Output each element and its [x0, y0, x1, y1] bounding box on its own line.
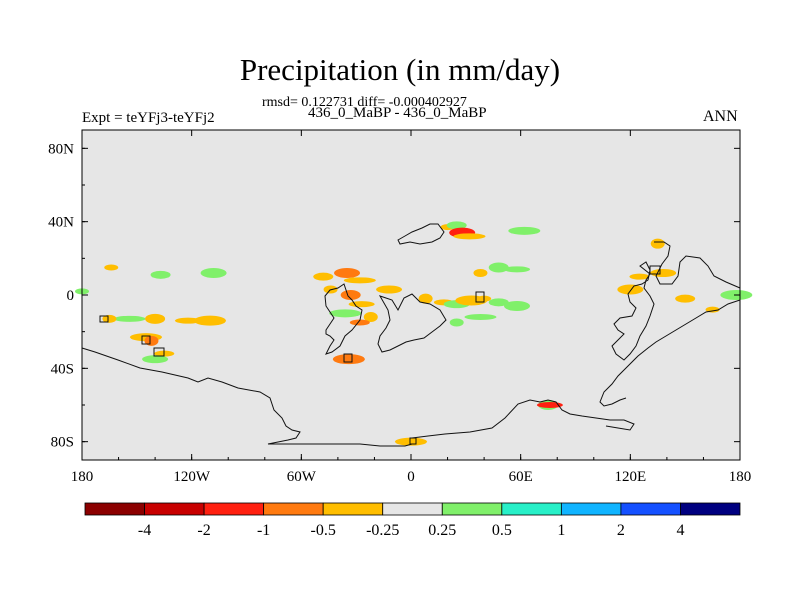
anomaly-cell — [376, 285, 403, 294]
coastline-indonesia — [611, 261, 661, 361]
anomaly-cell — [488, 298, 509, 307]
anomaly-cell — [395, 437, 427, 446]
colorbar-label: 1 — [557, 522, 565, 539]
anomaly-cell — [650, 269, 677, 277]
colorbar-swatch — [680, 502, 741, 516]
chart-title: Precipitation (in mm/day) — [239, 52, 561, 87]
anomaly-cell — [200, 268, 227, 278]
anomaly-cell — [464, 314, 497, 320]
anomaly-cell — [504, 301, 531, 311]
colorbar-swatch — [620, 502, 681, 516]
anomaly-cell — [446, 221, 467, 230]
anomaly-cell — [629, 273, 650, 280]
colorbar: -4 -2 -1 -0.5 -0.25 0.25 0.5 1 2 4 — [84, 502, 741, 539]
coastline-west-africa — [324, 283, 363, 355]
colorbar-swatch — [84, 502, 145, 516]
anomaly-cell — [313, 272, 334, 281]
anomaly-cell — [348, 301, 375, 308]
anomaly-cell — [453, 233, 486, 240]
colorbar-label: -4 — [138, 522, 151, 539]
x-tick-label: 0 — [407, 469, 415, 485]
colorbar-swatch — [322, 502, 384, 516]
anomaly-cell — [104, 264, 119, 271]
y-tick-label: 40N — [48, 215, 74, 231]
x-tick-label: 180 — [729, 469, 752, 485]
colorbar-label: -0.25 — [366, 522, 399, 539]
y-tick-label: 40S — [51, 361, 74, 377]
anomaly-cell — [334, 268, 361, 278]
colorbar-swatch — [441, 502, 503, 516]
colorbar-label: -2 — [197, 522, 210, 539]
anomaly-cell — [504, 266, 531, 273]
coastline-americas — [81, 347, 413, 447]
colorbar-label: 4 — [676, 522, 684, 539]
coastline-asia-pacific — [599, 241, 741, 407]
y-tick-label: 0 — [67, 288, 75, 304]
anomaly-cell — [363, 312, 378, 322]
colorbar-swatch — [382, 502, 443, 516]
anomaly-cell — [675, 294, 696, 303]
coastline-eurasia — [397, 223, 445, 245]
experiment-label: Expt = teYFj3-teYFj2 — [82, 110, 215, 126]
colorbar-label: 0.5 — [492, 522, 512, 539]
anomaly-cell — [175, 317, 202, 324]
colorbar-swatch — [560, 502, 622, 516]
x-tick-label: 120W — [173, 469, 211, 485]
anomaly-cell — [349, 319, 370, 326]
colorbar-label: 0.25 — [428, 522, 456, 539]
rmsd-diff-stats: rmsd= 0.122731 diff= -0.000402927 — [262, 95, 467, 110]
colorbar-label: -0.5 — [311, 522, 336, 539]
colorbar-label: -1 — [257, 522, 270, 539]
anomaly-cell — [473, 269, 488, 277]
coastline-island-east — [343, 291, 485, 363]
y-tick-label: 80N — [48, 141, 74, 157]
coastline-antarctica — [411, 399, 635, 439]
coastline-pacific-islands — [99, 315, 165, 357]
anomaly-cell — [449, 318, 464, 327]
anomaly-cell — [340, 290, 361, 300]
x-tick-label: 120E — [614, 469, 646, 485]
anomaly-cell — [150, 270, 171, 279]
anomaly-cell — [332, 354, 365, 365]
x-tick-label: 180 — [71, 469, 94, 485]
coastline-south-america — [377, 293, 447, 353]
anomaly-cell — [343, 277, 376, 284]
anomaly-cell — [193, 315, 226, 326]
anomaly-cell — [329, 309, 362, 318]
anomaly-cell — [418, 293, 433, 304]
colorbar-swatch — [501, 502, 562, 516]
x-tick-label: 60E — [509, 469, 533, 485]
colorbar-swatch — [263, 502, 324, 516]
axes: 180 120W 60W 0 60E 120E 180 80N 40N 0 40S 80S — [48, 130, 751, 485]
anomaly-cell — [102, 314, 117, 323]
anomaly-cell — [144, 335, 159, 346]
coastlines — [81, 223, 741, 447]
anomaly-cell — [142, 355, 169, 364]
anomaly-cell — [536, 402, 563, 408]
anomaly-cell — [508, 226, 541, 235]
anomaly-cell — [617, 284, 644, 295]
coastline-antarctic-island — [409, 437, 417, 445]
anomaly-cell — [488, 262, 509, 273]
x-tick-label: 60W — [287, 469, 317, 485]
anomaly-cell — [113, 315, 146, 322]
season-label: ANN — [703, 108, 738, 125]
anomaly-cell — [650, 238, 665, 249]
anomaly-cell — [145, 313, 166, 324]
y-tick-label: 80S — [51, 435, 74, 451]
colorbar-swatch — [144, 502, 205, 516]
colorbar-label: 2 — [617, 522, 625, 539]
case-comparison-label: 436_0_MaBP - 436_0_MaBP — [308, 105, 487, 121]
colorbar-swatch — [203, 502, 265, 516]
anomaly-layer — [75, 221, 753, 446]
